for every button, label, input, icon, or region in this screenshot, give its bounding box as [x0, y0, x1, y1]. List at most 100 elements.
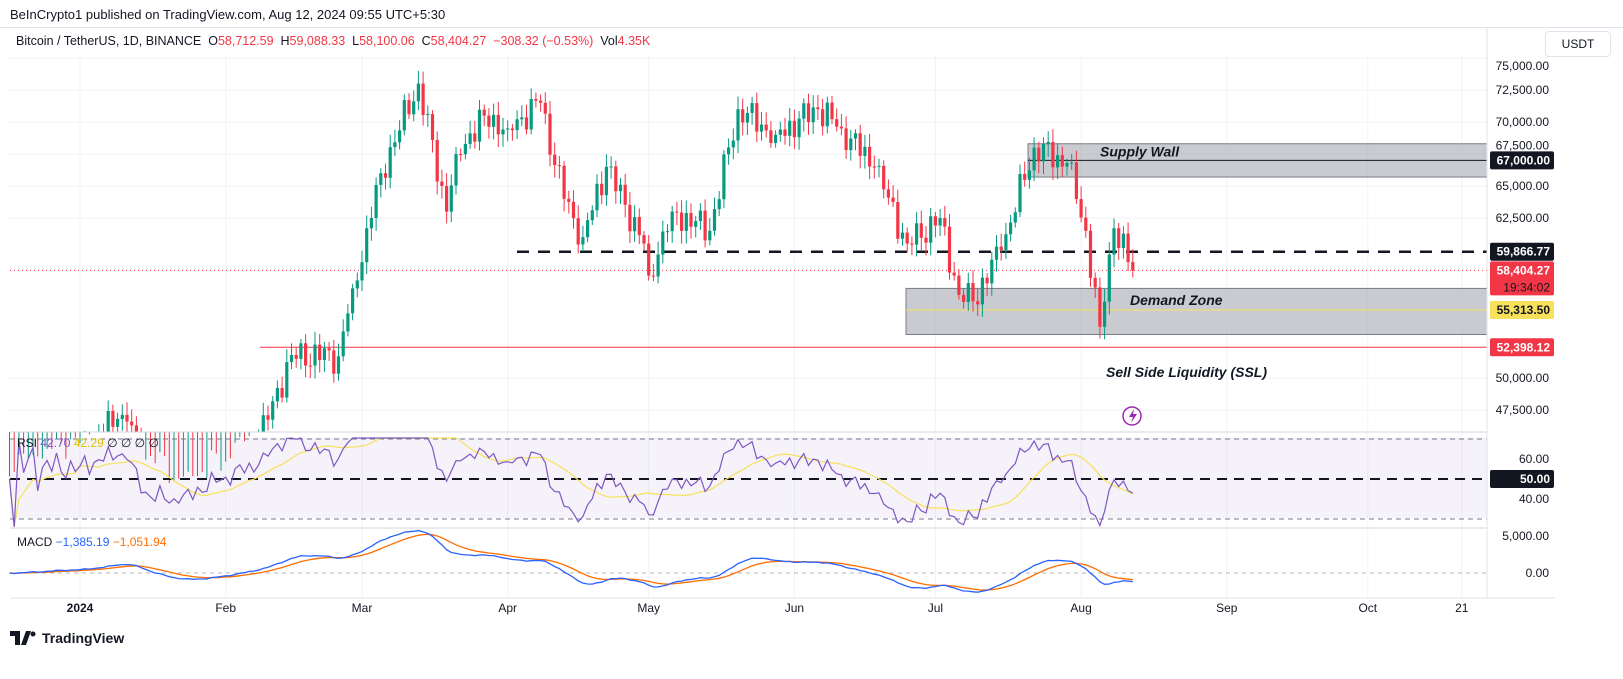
candle-body — [694, 221, 698, 227]
candle-body — [1070, 162, 1074, 164]
candle-body — [1046, 141, 1050, 145]
candle-body — [430, 114, 435, 140]
lightning-icon-glyph — [1129, 409, 1137, 423]
high-label: H — [280, 34, 290, 48]
candle-body — [459, 154, 463, 155]
candle-body — [947, 226, 952, 273]
demand-zone-box — [905, 287, 1488, 335]
price-tick: 47,500.00 — [1496, 403, 1550, 417]
candle-body — [957, 275, 961, 295]
ssl-label: Sell Side Liquidity (SSL) — [1106, 364, 1267, 380]
candle-body — [792, 120, 796, 138]
candle-body — [1051, 141, 1055, 168]
candle-body — [604, 166, 608, 196]
candle-body — [1103, 301, 1107, 327]
candle-body — [468, 133, 472, 144]
candle-body — [1009, 222, 1013, 235]
candle-body — [322, 348, 326, 361]
candle-body — [647, 243, 651, 276]
candle-body — [1023, 173, 1027, 180]
candle-body — [1013, 212, 1017, 223]
candle-body — [741, 109, 745, 123]
candle-body — [727, 147, 731, 155]
candle-body — [520, 117, 524, 120]
candle-body — [383, 173, 388, 178]
candle-body — [496, 114, 500, 135]
candle-body — [1060, 155, 1064, 167]
candle-body — [318, 344, 322, 361]
candle-body — [346, 313, 350, 332]
candle-body — [567, 198, 571, 202]
candle-body — [299, 343, 303, 359]
candle-body — [764, 124, 768, 131]
candle-body — [548, 113, 552, 155]
candle-body — [689, 212, 693, 227]
candle-body — [402, 100, 406, 131]
candle-body — [271, 401, 275, 420]
candle-body — [896, 201, 900, 239]
time-tick: Sep — [1216, 601, 1238, 615]
candle-body — [825, 102, 829, 127]
candle-body — [1126, 233, 1130, 263]
candle-body — [816, 107, 820, 110]
candle-body — [670, 211, 674, 232]
rsi-tick: 60.00 — [1519, 452, 1549, 466]
candle-body — [759, 124, 764, 132]
dashed-price-label-bg — [1490, 242, 1554, 261]
candle-body — [835, 119, 839, 127]
candle-body — [830, 102, 834, 120]
current-price-label-bg — [1490, 261, 1554, 296]
demand-price-label: 55,313.50 — [1497, 303, 1551, 317]
candle-body — [407, 100, 411, 115]
candle-body — [1027, 170, 1031, 180]
candle-body — [665, 231, 670, 233]
open-value: 58,712.59 — [217, 34, 274, 48]
time-tick: Oct — [1358, 601, 1377, 615]
candle-body — [788, 120, 792, 136]
price-tick: 62,500.00 — [1496, 211, 1550, 225]
price-chart[interactable]: Supply Wall Demand Zone Sell Side Liquidit… — [0, 0, 1623, 630]
candle-body — [130, 421, 134, 426]
candle-body — [661, 231, 665, 255]
candle-body — [736, 109, 740, 141]
candle-body — [336, 356, 341, 374]
candle-body — [717, 199, 721, 210]
candle-body — [304, 343, 308, 366]
candle-body — [656, 254, 660, 277]
candle-body — [929, 216, 933, 243]
time-tick: Apr — [498, 601, 517, 615]
candle-body — [308, 365, 312, 367]
candle-body — [703, 210, 707, 241]
candle-body — [980, 277, 984, 305]
close-label: C — [421, 34, 431, 48]
candle-body — [933, 216, 937, 226]
candle-body — [891, 197, 895, 202]
candle-body — [360, 262, 364, 281]
candle-body — [839, 126, 843, 129]
candle-body — [482, 109, 486, 116]
time-tick: Jul — [928, 601, 943, 615]
candle-body — [379, 173, 383, 185]
candle-body — [994, 246, 999, 260]
candle-body — [374, 184, 378, 218]
supply-wall-label: Supply Wall — [1100, 143, 1180, 159]
candle-body — [971, 283, 975, 302]
candle-body — [398, 130, 402, 143]
candle-body — [539, 100, 543, 103]
macd-legend-part: −1,051.94 — [109, 535, 166, 549]
macd-signal-line — [9, 533, 1133, 591]
currency-button[interactable]: USDT — [1545, 31, 1611, 57]
candle-body — [609, 166, 613, 168]
candle-body — [120, 414, 124, 419]
candle-body — [510, 128, 514, 131]
candle-body — [1107, 254, 1111, 302]
rsi-tick: 50.00 — [1520, 472, 1550, 486]
candle-body — [134, 425, 138, 432]
candle-body — [571, 201, 576, 219]
candle-body — [529, 98, 533, 130]
tradingview-logo[interactable]: TradingView — [10, 630, 124, 646]
candle-body — [487, 115, 491, 127]
candle-body — [943, 218, 947, 227]
candle-body — [844, 128, 848, 151]
supply-price-label-bg — [1490, 151, 1554, 170]
